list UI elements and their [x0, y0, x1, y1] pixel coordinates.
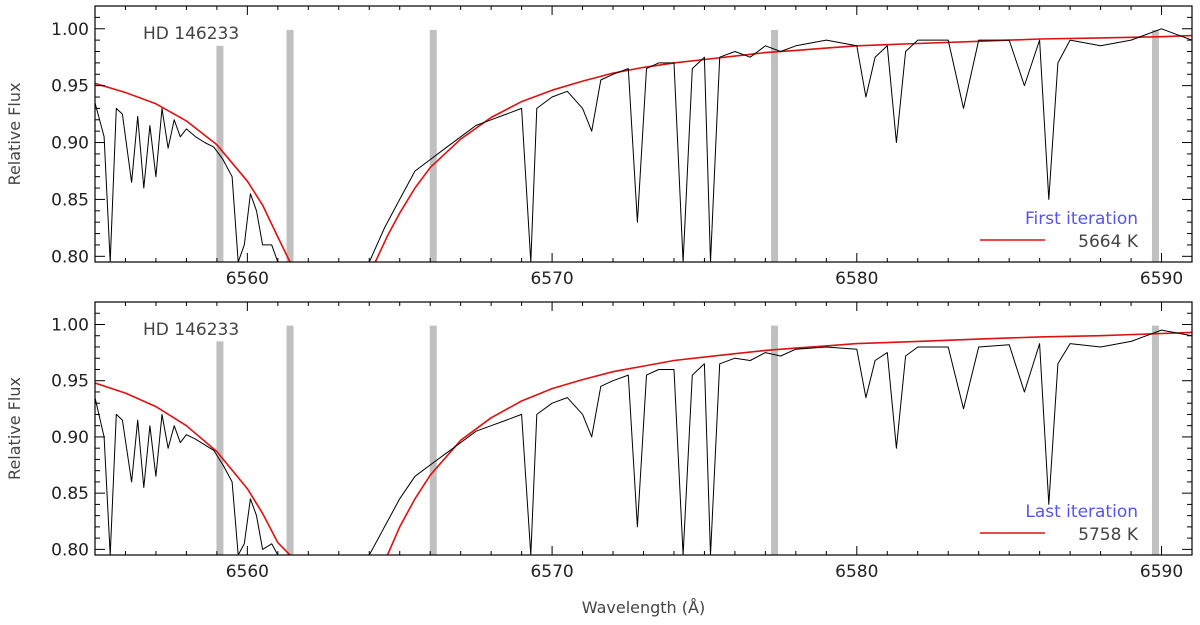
x-tick-label: 6560	[226, 562, 269, 582]
y-tick-label: 0.90	[51, 134, 89, 154]
y-tick-label: 0.85	[51, 190, 89, 210]
iteration-label: First iteration	[1025, 209, 1138, 229]
observed-spectrum	[95, 102, 279, 262]
model-curve	[95, 82, 291, 262]
mask-band	[216, 45, 224, 262]
y-tick-label: 0.95	[51, 372, 89, 392]
y-tick-label: 0.80	[51, 247, 89, 267]
star-label: HD 146233	[143, 24, 239, 44]
panel-2: 6560 6570 6580 6590 0.80 0.85 0.90 0.95 1.00 Rela…	[5, 301, 1193, 617]
observed-spectrum	[95, 397, 279, 555]
mask-band	[1151, 325, 1159, 555]
x-tick-label: 6570	[530, 562, 573, 582]
x-axis-title: Wavelength (Å)	[582, 598, 705, 617]
mask-band	[429, 325, 437, 555]
y-tick-label: 1.00	[51, 20, 89, 40]
star-label: HD 146233	[143, 320, 239, 340]
iteration-label: Last iteration	[1025, 502, 1138, 522]
model-curve	[95, 382, 291, 555]
x-tick-label: 6560	[226, 269, 269, 289]
x-tick-label: 6580	[835, 562, 878, 582]
mask-band	[429, 29, 437, 262]
mask-band	[216, 341, 224, 555]
y-axis-title: Relative Flux	[5, 83, 24, 186]
x-tick-label: 6580	[835, 269, 878, 289]
observed-spectrum	[368, 329, 1192, 555]
y-axis-title: Relative Flux	[5, 377, 24, 480]
y-tick-label: 0.80	[51, 540, 89, 560]
temperature-label: 5758 K	[1078, 525, 1139, 545]
observed-spectrum	[368, 28, 1192, 262]
mask-band	[771, 29, 779, 262]
mask-band	[1151, 29, 1159, 262]
plot-area	[95, 28, 1192, 262]
x-tick-label: 6590	[1140, 269, 1183, 289]
x-tick-label: 6570	[530, 269, 573, 289]
y-tick-label: 0.90	[51, 428, 89, 448]
x-tick-label: 6590	[1140, 562, 1183, 582]
mask-band	[286, 325, 294, 555]
panel-1: 6560 6570 6580 6590 0.80 0.85 0.90 0.95 1.00 Rela…	[5, 5, 1193, 289]
y-tick-label: 1.00	[51, 315, 89, 335]
y-tick-label: 0.85	[51, 484, 89, 504]
mask-band	[286, 29, 294, 262]
plot-area	[95, 325, 1192, 555]
y-tick-label: 0.95	[51, 77, 89, 97]
temperature-label: 5664 K	[1078, 232, 1139, 252]
mask-band	[771, 325, 779, 555]
